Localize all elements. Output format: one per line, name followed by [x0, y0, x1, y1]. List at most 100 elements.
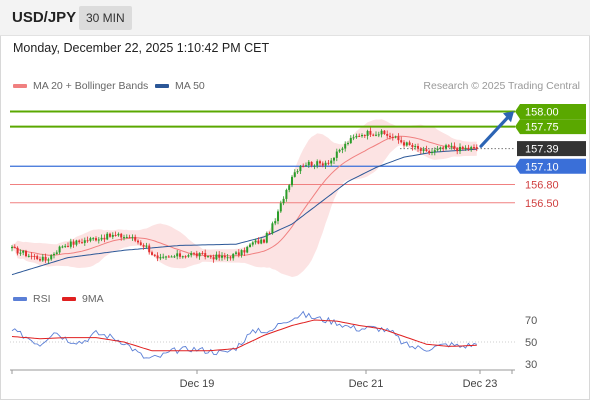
candle-body	[307, 161, 310, 166]
candle-body	[405, 142, 408, 146]
legend-rsi-label: RSI	[33, 293, 51, 305]
candle-body	[313, 165, 316, 167]
candle-body	[467, 147, 470, 149]
candle-body	[75, 240, 78, 245]
candle-body	[195, 253, 198, 257]
forecast-arrow-head	[503, 111, 514, 123]
symbol-title: USD/JPY	[12, 9, 77, 26]
candle-body	[128, 236, 131, 238]
candle-body	[338, 149, 341, 152]
candle-body	[397, 136, 400, 141]
candle-body	[344, 143, 347, 149]
candle-body	[179, 253, 181, 257]
candle-body	[366, 130, 369, 136]
candle-body	[165, 256, 167, 258]
candle-body	[30, 255, 33, 257]
ma50-swatch	[155, 84, 169, 89]
candle-body	[341, 148, 344, 150]
candle-body	[305, 165, 307, 167]
candle-body	[114, 234, 117, 236]
candle-body	[176, 253, 179, 257]
candle-body	[274, 221, 277, 224]
candle-body	[445, 145, 447, 149]
candle-body	[33, 255, 36, 257]
candle-body	[408, 142, 411, 145]
rsi-ma-line	[11, 319, 477, 352]
candle-body	[391, 137, 394, 139]
candle-body	[319, 161, 321, 164]
candle-body	[349, 137, 352, 144]
candle-body	[470, 147, 473, 149]
candle-body	[156, 255, 159, 259]
candle-body	[473, 147, 475, 149]
candle-body	[221, 255, 223, 258]
candle-body	[383, 130, 386, 135]
legend-rsi-ma: 9MA	[62, 293, 104, 305]
candle-body	[450, 145, 453, 147]
candle-body	[352, 137, 355, 139]
candle-body	[97, 239, 100, 241]
pivot-label: 157.10	[525, 161, 559, 173]
candle-body	[125, 236, 128, 238]
candle-body	[67, 245, 69, 247]
candle-body	[265, 233, 268, 243]
candle-body	[27, 255, 30, 257]
candle-body	[461, 146, 464, 149]
candle-body	[72, 241, 75, 245]
candle-body	[447, 145, 450, 147]
rsi-ma-swatch	[62, 297, 76, 302]
candle-body	[134, 236, 137, 241]
current-price-label: 157.39	[525, 144, 559, 156]
candle-body	[162, 256, 165, 258]
candle-body	[61, 246, 64, 248]
candle-body	[358, 135, 361, 137]
candle-body	[184, 256, 187, 258]
candle-body	[39, 259, 41, 261]
interval-button[interactable]: 30 MIN	[79, 6, 132, 30]
candle-body	[151, 252, 153, 255]
candle-body	[419, 148, 422, 151]
candle-body	[475, 147, 478, 149]
candle-body	[19, 252, 22, 254]
candle-body	[209, 256, 212, 258]
candle-body	[249, 244, 251, 247]
support-label: 156.50	[525, 198, 559, 210]
candle-body	[282, 198, 285, 204]
candle-body	[453, 145, 456, 149]
candle-body	[240, 250, 243, 256]
candle-body	[235, 252, 237, 254]
candle-body	[25, 250, 27, 257]
candle-body	[321, 163, 324, 166]
candle-body	[464, 147, 467, 149]
candle-body	[53, 253, 55, 256]
candle-body	[81, 242, 83, 244]
candle-body	[324, 162, 327, 166]
candle-body	[47, 259, 50, 261]
candle-body	[251, 242, 254, 245]
candle-body	[243, 250, 246, 253]
candle-body	[302, 166, 305, 168]
candle-body	[229, 257, 232, 259]
candle-body	[316, 161, 319, 166]
candle-body	[83, 240, 86, 243]
x-tick-label: Dec 21	[349, 378, 384, 390]
candle-body	[92, 238, 95, 240]
resistance-label: 158.00	[525, 106, 559, 118]
candle-body	[330, 160, 333, 164]
pivot-tag	[515, 158, 586, 174]
x-tick-label: Dec 23	[463, 378, 498, 390]
candle-body	[433, 150, 436, 152]
candle-body	[204, 253, 207, 258]
candle-body	[335, 151, 338, 158]
candle-body	[361, 135, 363, 137]
x-tick-label: Dec 19	[180, 378, 215, 390]
candle-body	[263, 239, 265, 243]
candle-body	[50, 255, 53, 260]
candle-body	[201, 252, 204, 254]
candle-body	[271, 223, 274, 234]
candle-body	[291, 176, 293, 186]
rsi-tick-label: 30	[525, 359, 537, 371]
rsi-swatch	[13, 297, 27, 302]
candle-body	[403, 142, 405, 146]
